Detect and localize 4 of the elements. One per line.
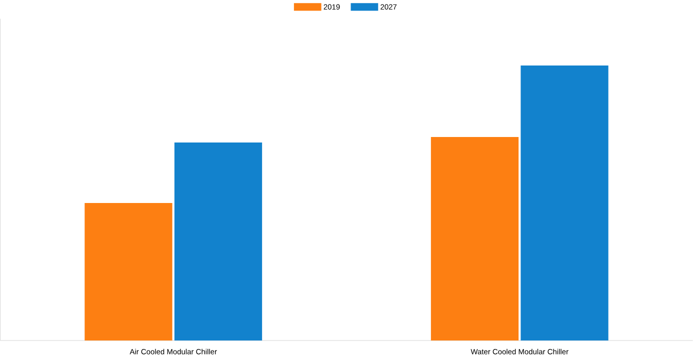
bar bbox=[174, 142, 262, 341]
bar bbox=[520, 66, 608, 341]
bar bbox=[430, 137, 519, 341]
bar bbox=[84, 203, 172, 341]
